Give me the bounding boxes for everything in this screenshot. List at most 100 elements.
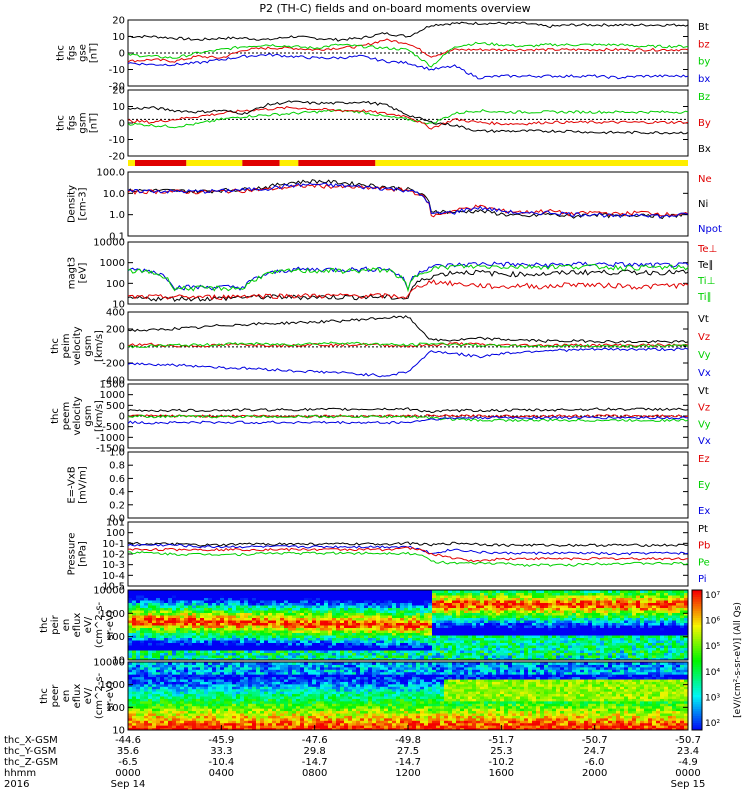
y-axis-label-line: eflux [72, 684, 83, 709]
y-axis-label: Pressure[nPa] [67, 533, 89, 576]
y-axis-label-line: Density [67, 185, 78, 223]
y-axis-label-line: fgs [67, 45, 78, 60]
y-axis-label-line: thc [50, 338, 61, 354]
y-tick-label: 1.0 [109, 448, 125, 459]
legend-label: Ez [698, 454, 710, 465]
legend-label: Vt [698, 314, 709, 325]
legend-label: bx [698, 74, 710, 85]
series-line-Pb [128, 547, 688, 562]
y-tick-label: 100.0 [96, 168, 125, 179]
legend-label: Vy [698, 419, 711, 430]
y-tick-label: 10-3 [102, 560, 125, 571]
y-tick-label: 0.4 [109, 487, 125, 498]
panel-peir_spec: thcpeirenefluxeV/(cm^2-s-sr-eV)101001000… [39, 586, 689, 667]
y-tick-label: -10 [109, 135, 125, 146]
y-tick-label: 100 [106, 279, 125, 290]
y-tick-label: 0 [119, 342, 125, 353]
y-axis-label-line: [eV] [78, 263, 89, 284]
y-axis-label-line: en [61, 690, 72, 703]
legend-label: Vy [698, 350, 711, 361]
y-axis-label-line: gse [78, 44, 89, 62]
y-axis-label-line: E=-VxB [67, 466, 78, 503]
legend-label: Npot [698, 224, 722, 235]
y-axis-label-line: thc [39, 617, 50, 633]
panel-peer_spec: thcpeerenefluxeV/(cm^2-s-sr-eV)101001000… [39, 658, 689, 737]
y-axis-label: Density[cm-3] [67, 185, 89, 223]
panel-peem_vel: thcpeemvelocitygsm[km/s]-1500-1000-50005… [50, 380, 711, 455]
y-tick-label: 0 [119, 119, 125, 130]
y-axis-label-line: fgs [67, 115, 78, 130]
y-axis-label: E=-VxB[mV/m] [67, 466, 89, 504]
y-tick-label: 200 [106, 325, 125, 336]
y-axis-label-line: peem [61, 402, 72, 430]
y-tick-label: 10.0 [103, 189, 125, 200]
y-axis-label-line: [nT] [89, 113, 100, 133]
series-line-bx [128, 54, 688, 79]
spectrogram [128, 662, 689, 731]
y-tick-label: 500 [106, 401, 125, 412]
legend-label: Vz [698, 403, 710, 414]
y-axis-label-line: thc [56, 45, 67, 61]
y-axis-label: thcfgsgse[nT] [56, 43, 100, 63]
panel-peim_vel: thcpeimvelocitygsm[km/s]-400-2000200400V… [50, 308, 711, 387]
y-axis-label-line: thc [50, 408, 61, 424]
legend-label: Vx [698, 368, 711, 379]
y-tick-label: 20 [112, 16, 125, 27]
series-line-Te [128, 270, 688, 301]
y-tick-label: 0.8 [109, 461, 125, 472]
y-tick-label: -1000 [96, 433, 125, 444]
chart-title: P2 (TH-C) fields and on-board moments ov… [259, 2, 530, 15]
y-tick-label: 0.2 [109, 500, 125, 511]
spectrogram [128, 590, 689, 661]
y-tick-label: 100 [106, 528, 125, 539]
series-line-Pt [128, 542, 688, 546]
legend-label: By [698, 118, 711, 129]
legend-label: by [698, 57, 710, 68]
y-axis-label-line: velocity [72, 396, 83, 435]
panel-frame [128, 452, 688, 518]
series-line-Bt [128, 22, 688, 41]
y-tick-label: 1000 [100, 258, 125, 269]
legend-label: Bz [698, 92, 710, 103]
legend-label: Te⊥ [697, 244, 717, 255]
y-axis-label: magt3[eV] [67, 257, 89, 290]
legend-label: Pb [698, 541, 710, 552]
y-tick-label: 100 [106, 632, 125, 643]
y-tick-label: 1500 [100, 380, 125, 391]
legend-label: Ti∥ [697, 292, 712, 303]
y-axis-label-line: gsm [83, 405, 94, 426]
legend-label: bz [698, 39, 710, 50]
y-axis-label-line: peer [50, 684, 61, 708]
y-tick-label: 1000 [100, 390, 125, 401]
y-tick-label: -10 [109, 65, 125, 76]
y-axis-label-line: gsm [78, 112, 89, 133]
series-line-By [128, 107, 688, 130]
series-line-Vt [128, 316, 688, 343]
y-tick-label: -20 [109, 152, 125, 163]
y-tick-label: 10-1 [102, 539, 125, 550]
y-tick-label: 101 [106, 518, 125, 529]
y-axis-label: thcpeimvelocitygsm[km/s] [50, 326, 105, 365]
y-tick-label: 10 [112, 32, 125, 43]
legend-label: Ne [698, 174, 712, 185]
y-tick-label: 10-2 [102, 550, 125, 561]
y-axis-label: thcpeemvelocitygsm[km/s] [50, 396, 105, 435]
y-axis-label: thcfgsgsm[nT] [56, 112, 100, 133]
y-axis-label-line: peir [50, 614, 61, 634]
y-tick-label: 1000 [100, 609, 125, 620]
y-axis-label-line: eV/ [83, 687, 94, 704]
y-tick-label: 10000 [93, 586, 125, 597]
y-axis-label-line: [nPa] [78, 541, 89, 567]
y-axis-label-line: gsm [83, 335, 94, 356]
legend-label: Pi [698, 574, 707, 585]
panel-pressure: Pressure[nPa]10-510-410-310-210-1100101P… [67, 518, 711, 593]
legend-label: Pe [698, 557, 710, 568]
y-axis-label-line: [cm-3] [78, 187, 89, 220]
y-tick-label: 10000 [93, 238, 125, 249]
y-tick-label: 10-4 [102, 571, 125, 582]
